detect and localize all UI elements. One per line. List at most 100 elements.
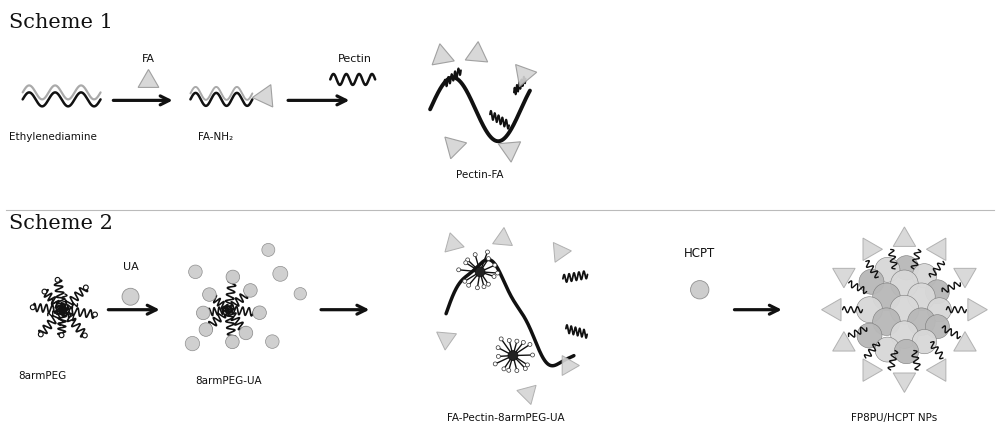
Circle shape [464, 261, 468, 265]
Circle shape [502, 367, 506, 371]
Circle shape [485, 250, 489, 254]
Circle shape [196, 306, 210, 320]
Polygon shape [863, 238, 882, 260]
Text: FA-NH₂: FA-NH₂ [198, 132, 233, 142]
Circle shape [515, 339, 519, 343]
Circle shape [493, 362, 497, 366]
Polygon shape [498, 142, 521, 162]
Circle shape [83, 285, 88, 290]
Polygon shape [138, 70, 159, 87]
Circle shape [466, 258, 470, 262]
Polygon shape [822, 299, 841, 321]
Polygon shape [893, 373, 916, 392]
Text: FP8PU/HCPT NPs: FP8PU/HCPT NPs [851, 413, 938, 423]
Circle shape [859, 269, 884, 294]
Polygon shape [968, 299, 987, 321]
Polygon shape [465, 41, 488, 62]
Circle shape [875, 257, 900, 282]
Circle shape [492, 274, 496, 279]
Circle shape [925, 314, 949, 339]
Circle shape [122, 288, 139, 305]
Circle shape [691, 281, 709, 299]
Circle shape [890, 295, 919, 324]
Circle shape [185, 337, 200, 351]
Circle shape [253, 306, 266, 320]
Polygon shape [516, 64, 537, 87]
Circle shape [873, 308, 900, 335]
Polygon shape [833, 332, 855, 351]
Circle shape [475, 286, 479, 290]
Text: Ethylenediamine: Ethylenediamine [9, 132, 97, 142]
Circle shape [93, 312, 97, 317]
Polygon shape [863, 359, 882, 381]
Circle shape [496, 271, 500, 275]
Circle shape [531, 353, 535, 357]
Polygon shape [445, 233, 464, 252]
Polygon shape [252, 85, 273, 107]
Text: 8armPEG: 8armPEG [19, 372, 67, 381]
Circle shape [523, 367, 527, 371]
Text: Pectin-FA: Pectin-FA [456, 170, 504, 180]
Polygon shape [926, 238, 946, 260]
Text: UA: UA [123, 262, 138, 272]
Circle shape [894, 340, 919, 364]
Polygon shape [893, 227, 916, 246]
Circle shape [487, 257, 490, 260]
Circle shape [55, 277, 60, 282]
Polygon shape [833, 268, 855, 288]
Circle shape [521, 340, 525, 344]
Circle shape [467, 283, 471, 287]
Circle shape [473, 253, 477, 257]
Text: FA-Pectin-8armPEG-UA: FA-Pectin-8armPEG-UA [447, 413, 565, 423]
Polygon shape [437, 332, 456, 350]
Circle shape [239, 326, 253, 340]
Circle shape [38, 332, 43, 337]
Circle shape [262, 243, 275, 256]
Circle shape [507, 368, 511, 372]
Circle shape [525, 363, 529, 367]
Circle shape [42, 289, 47, 294]
Circle shape [493, 263, 497, 267]
Circle shape [894, 256, 919, 280]
Polygon shape [432, 44, 454, 65]
Circle shape [457, 268, 461, 272]
Circle shape [203, 288, 216, 302]
Circle shape [912, 264, 937, 288]
Circle shape [873, 283, 900, 311]
Circle shape [891, 270, 918, 298]
Circle shape [294, 288, 306, 300]
Polygon shape [954, 268, 976, 288]
Circle shape [30, 305, 35, 310]
Circle shape [507, 338, 511, 343]
Circle shape [482, 285, 486, 289]
Circle shape [496, 354, 500, 359]
Circle shape [925, 280, 949, 304]
Circle shape [199, 323, 213, 337]
Text: Scheme 2: Scheme 2 [9, 214, 113, 233]
Circle shape [82, 333, 87, 338]
Polygon shape [562, 356, 579, 375]
Circle shape [226, 270, 240, 284]
Circle shape [463, 279, 467, 283]
Circle shape [475, 267, 485, 277]
Text: Scheme 1: Scheme 1 [9, 13, 113, 32]
Text: Pectin: Pectin [338, 54, 372, 64]
Circle shape [189, 265, 202, 279]
Circle shape [857, 297, 882, 323]
Circle shape [927, 298, 951, 322]
Circle shape [908, 308, 935, 335]
Text: FA: FA [142, 54, 155, 64]
Circle shape [59, 333, 64, 338]
Polygon shape [553, 242, 571, 262]
Polygon shape [493, 228, 512, 245]
Circle shape [273, 267, 288, 281]
Circle shape [486, 282, 490, 286]
Circle shape [508, 350, 518, 361]
Polygon shape [926, 359, 946, 381]
Circle shape [891, 321, 918, 348]
Circle shape [857, 323, 882, 348]
Polygon shape [445, 137, 467, 159]
Circle shape [244, 284, 257, 297]
Circle shape [266, 335, 279, 348]
Circle shape [528, 343, 532, 346]
